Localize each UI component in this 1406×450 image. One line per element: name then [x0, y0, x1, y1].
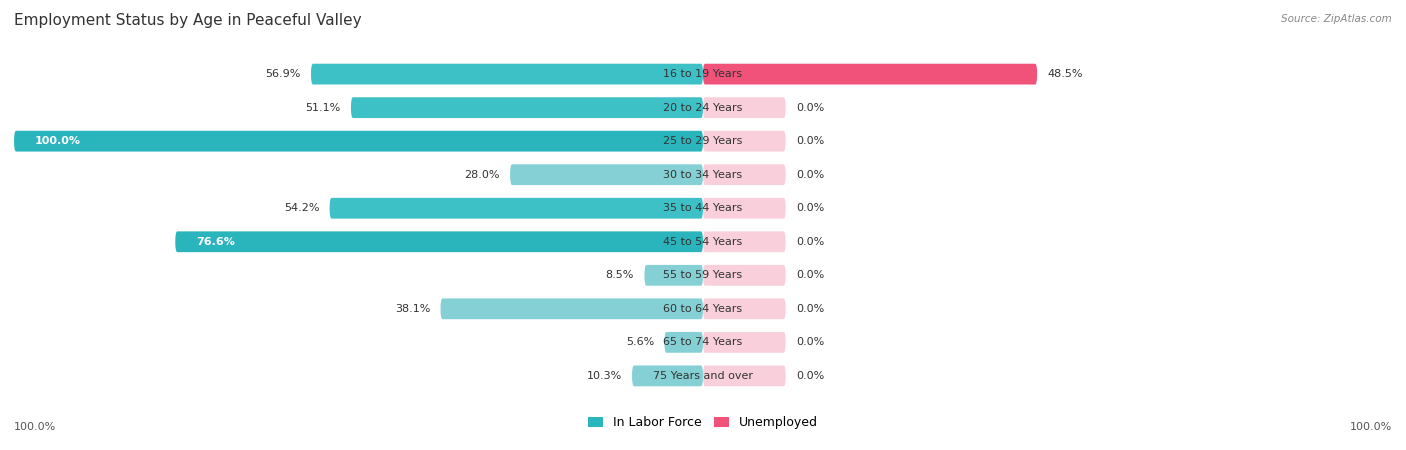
Text: 55 to 59 Years: 55 to 59 Years [664, 270, 742, 280]
FancyBboxPatch shape [176, 231, 703, 252]
FancyBboxPatch shape [703, 365, 786, 386]
Text: 20 to 24 Years: 20 to 24 Years [664, 103, 742, 112]
Text: 65 to 74 Years: 65 to 74 Years [664, 338, 742, 347]
Text: 10.3%: 10.3% [586, 371, 621, 381]
Text: 60 to 64 Years: 60 to 64 Years [664, 304, 742, 314]
FancyBboxPatch shape [510, 164, 703, 185]
Legend: In Labor Force, Unemployed: In Labor Force, Unemployed [583, 411, 823, 434]
FancyBboxPatch shape [17, 260, 1389, 291]
Text: 0.0%: 0.0% [796, 203, 824, 213]
FancyBboxPatch shape [703, 298, 786, 319]
FancyBboxPatch shape [703, 332, 786, 353]
FancyBboxPatch shape [17, 58, 1389, 90]
Text: 8.5%: 8.5% [606, 270, 634, 280]
Text: 0.0%: 0.0% [796, 136, 824, 146]
Text: 28.0%: 28.0% [464, 170, 499, 180]
Text: 38.1%: 38.1% [395, 304, 430, 314]
Text: 0.0%: 0.0% [796, 371, 824, 381]
Text: 100.0%: 100.0% [1350, 422, 1392, 432]
FancyBboxPatch shape [703, 164, 786, 185]
FancyBboxPatch shape [17, 193, 1389, 224]
FancyBboxPatch shape [644, 265, 703, 286]
Text: 0.0%: 0.0% [796, 270, 824, 280]
Text: 0.0%: 0.0% [796, 237, 824, 247]
Text: 30 to 34 Years: 30 to 34 Years [664, 170, 742, 180]
FancyBboxPatch shape [17, 293, 1389, 324]
Text: 0.0%: 0.0% [796, 304, 824, 314]
Text: 100.0%: 100.0% [14, 422, 56, 432]
Text: 0.0%: 0.0% [796, 170, 824, 180]
FancyBboxPatch shape [703, 198, 786, 219]
FancyBboxPatch shape [17, 360, 1389, 392]
Text: 5.6%: 5.6% [626, 338, 654, 347]
FancyBboxPatch shape [17, 327, 1389, 358]
FancyBboxPatch shape [633, 365, 703, 386]
FancyBboxPatch shape [14, 131, 703, 152]
FancyBboxPatch shape [17, 92, 1389, 123]
Text: 0.0%: 0.0% [796, 338, 824, 347]
Text: 54.2%: 54.2% [284, 203, 319, 213]
FancyBboxPatch shape [703, 131, 786, 152]
FancyBboxPatch shape [17, 126, 1389, 157]
FancyBboxPatch shape [17, 159, 1389, 190]
Text: 100.0%: 100.0% [35, 136, 80, 146]
Text: 76.6%: 76.6% [195, 237, 235, 247]
Text: Employment Status by Age in Peaceful Valley: Employment Status by Age in Peaceful Val… [14, 14, 361, 28]
Text: 48.5%: 48.5% [1047, 69, 1083, 79]
FancyBboxPatch shape [703, 265, 786, 286]
FancyBboxPatch shape [703, 97, 786, 118]
FancyBboxPatch shape [665, 332, 703, 353]
Text: Source: ZipAtlas.com: Source: ZipAtlas.com [1281, 14, 1392, 23]
FancyBboxPatch shape [329, 198, 703, 219]
FancyBboxPatch shape [311, 64, 703, 85]
Text: 56.9%: 56.9% [266, 69, 301, 79]
Text: 16 to 19 Years: 16 to 19 Years [664, 69, 742, 79]
Text: 51.1%: 51.1% [305, 103, 340, 112]
FancyBboxPatch shape [440, 298, 703, 319]
FancyBboxPatch shape [703, 64, 1038, 85]
FancyBboxPatch shape [17, 226, 1389, 257]
Text: 75 Years and over: 75 Years and over [652, 371, 754, 381]
Text: 25 to 29 Years: 25 to 29 Years [664, 136, 742, 146]
Text: 45 to 54 Years: 45 to 54 Years [664, 237, 742, 247]
Text: 0.0%: 0.0% [796, 103, 824, 112]
Text: 35 to 44 Years: 35 to 44 Years [664, 203, 742, 213]
FancyBboxPatch shape [703, 231, 786, 252]
FancyBboxPatch shape [352, 97, 703, 118]
